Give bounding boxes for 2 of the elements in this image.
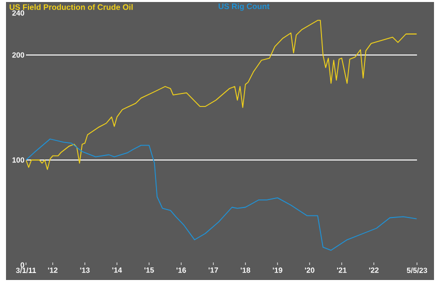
line-series (26, 138, 418, 251)
line-series (26, 20, 418, 170)
